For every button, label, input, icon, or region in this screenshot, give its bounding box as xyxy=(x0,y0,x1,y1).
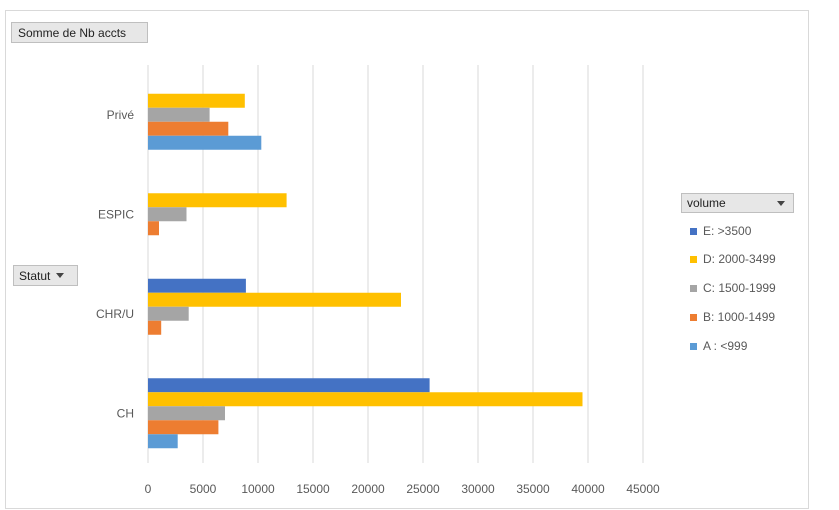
x-tick-label: 35000 xyxy=(516,482,550,496)
legend-label: B: 1000-1499 xyxy=(703,310,776,324)
legend-label: E: >3500 xyxy=(703,224,752,238)
x-tick-label: 20000 xyxy=(351,482,385,496)
bar xyxy=(148,193,287,208)
x-tick-label: 5000 xyxy=(190,482,217,496)
x-tick-label: 10000 xyxy=(241,482,275,496)
dropdown-arrow-icon xyxy=(56,273,65,278)
bar xyxy=(148,93,245,108)
x-tick-label: 45000 xyxy=(626,482,660,496)
x-axis-labels: 0 5000 10000 15000 20000 25000 30000 35000 40000… xyxy=(145,482,660,496)
legend-item: D: 2000-3499 xyxy=(690,252,776,266)
legend-label: A : <999 xyxy=(703,339,748,353)
legend-item: C: 1500-1999 xyxy=(690,281,776,295)
legend-swatch xyxy=(690,284,697,292)
x-tick-label: 0 xyxy=(145,482,152,496)
row-field-label: Statut xyxy=(19,268,51,283)
legend-swatch xyxy=(690,342,697,350)
y-axis-labels: CH CHR/U ESPIC Privé xyxy=(96,108,134,421)
x-tick-label: 30000 xyxy=(461,482,495,496)
bar xyxy=(148,320,162,335)
legend-label: D: 2000-3499 xyxy=(703,252,776,266)
dropdown-arrow-icon xyxy=(777,200,785,206)
bar xyxy=(148,420,219,435)
bar xyxy=(148,392,583,407)
x-tick-label: 40000 xyxy=(571,482,605,496)
y-tick-label: CH xyxy=(117,406,134,420)
legend-filter-button[interactable]: volume xyxy=(681,193,794,213)
legend-swatch xyxy=(690,227,697,235)
chart-area xyxy=(5,10,809,509)
legend-item: E: >3500 xyxy=(690,224,751,238)
legend-swatch xyxy=(690,255,697,263)
bar xyxy=(148,107,210,122)
x-tick-label: 15000 xyxy=(296,482,330,496)
bars xyxy=(148,93,583,449)
legend-label: C: 1500-1999 xyxy=(703,281,776,295)
row-field-button[interactable]: Statut xyxy=(13,265,78,286)
bar xyxy=(148,434,178,449)
legend-item: A : <999 xyxy=(690,339,747,353)
y-tick-label: Privé xyxy=(107,108,135,122)
bar xyxy=(148,121,229,136)
bar xyxy=(148,278,246,293)
y-tick-label: CHR/U xyxy=(96,307,134,321)
value-field-button[interactable]: Somme de Nb accts xyxy=(11,22,148,43)
bar xyxy=(148,406,225,421)
x-tick-label: 25000 xyxy=(406,482,440,496)
bar xyxy=(148,221,159,236)
y-tick-label: ESPIC xyxy=(98,207,134,221)
bar xyxy=(148,306,189,321)
legend-swatch xyxy=(690,313,697,321)
bar xyxy=(148,292,401,307)
bar xyxy=(148,207,187,222)
bar xyxy=(148,135,262,150)
legend-item: B: 1000-1499 xyxy=(690,310,775,324)
bar xyxy=(148,378,430,393)
value-field-label: Somme de Nb accts xyxy=(18,25,127,40)
legend-title: volume xyxy=(687,196,726,210)
